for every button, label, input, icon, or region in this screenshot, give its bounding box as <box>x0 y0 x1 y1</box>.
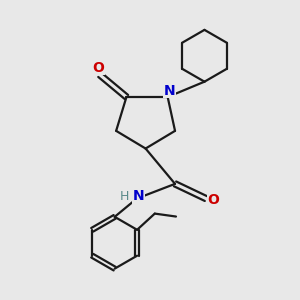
Text: N: N <box>163 83 175 98</box>
Text: N: N <box>132 189 144 203</box>
Text: O: O <box>92 61 104 75</box>
Text: H: H <box>120 190 129 203</box>
Text: O: O <box>207 193 219 207</box>
